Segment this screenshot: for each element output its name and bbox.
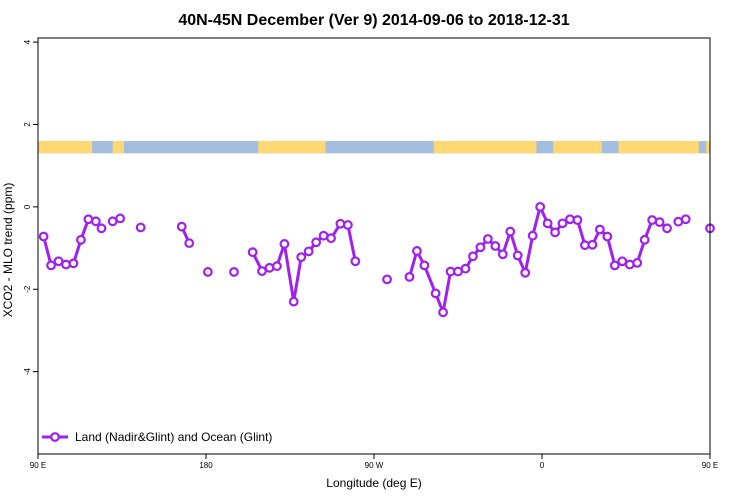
- data-point: [609, 260, 620, 271]
- land-band-segment: [706, 140, 710, 154]
- land-band-segment: [258, 140, 326, 154]
- data-point: [53, 256, 64, 267]
- x-tick-label: 180: [199, 461, 213, 470]
- data-point: [662, 223, 672, 234]
- data-point: [229, 267, 239, 277]
- data-point: [468, 251, 478, 262]
- y-tick-label: -4: [23, 368, 32, 376]
- data-point: [654, 217, 665, 228]
- data-point: [557, 218, 568, 229]
- data-point: [624, 259, 635, 270]
- data-point: [303, 246, 314, 257]
- legend-marker-swatch: [50, 432, 60, 442]
- data-point: [404, 271, 415, 282]
- data-point: [176, 221, 187, 232]
- y-tick-label: 4: [23, 39, 32, 44]
- data-point: [76, 234, 86, 245]
- data-point: [572, 215, 583, 225]
- data-point: [497, 249, 508, 260]
- data-point: [482, 234, 493, 244]
- x-tick-label: 90 E: [702, 461, 718, 470]
- data-point: [288, 296, 299, 307]
- data-point: [279, 239, 290, 249]
- data-point: [350, 256, 361, 267]
- data-point: [184, 238, 195, 249]
- data-point: [594, 224, 605, 235]
- data-point: [90, 216, 101, 227]
- data-point: [202, 267, 213, 277]
- data-point: [602, 231, 613, 242]
- data-point: [617, 256, 628, 267]
- data-point: [68, 258, 79, 269]
- y-tick-label: -2: [23, 285, 32, 293]
- data-point: [535, 201, 546, 212]
- data-point: [680, 214, 691, 225]
- y-tick-label: 0: [23, 204, 32, 209]
- data-point: [430, 288, 441, 299]
- series-line: [408, 205, 669, 314]
- data-point: [412, 246, 422, 256]
- land-band-segment: [38, 140, 93, 154]
- data-point: [342, 220, 353, 230]
- legend-label: Land (Nadir&Glint) and Ocean (Glint): [75, 430, 272, 444]
- data-point: [115, 213, 126, 224]
- data-point: [311, 237, 322, 248]
- data-point: [257, 266, 267, 277]
- data-point: [460, 263, 471, 274]
- data-point: [475, 242, 486, 253]
- land-band-segment: [618, 140, 699, 154]
- data-point: [382, 274, 392, 285]
- data-point: [272, 261, 282, 272]
- ocean-band: [38, 140, 710, 154]
- data-point: [527, 230, 538, 241]
- data-point: [512, 250, 523, 261]
- y-axis: 4 2 0 -2 -4: [23, 39, 38, 375]
- data-point: [61, 259, 71, 270]
- data-point: [96, 223, 107, 234]
- x-tick-label: 90 W: [365, 461, 384, 470]
- data-point: [38, 231, 49, 242]
- data-point: [520, 267, 531, 278]
- y-tick-label: 2: [23, 122, 32, 127]
- land-band-segment: [112, 140, 124, 154]
- data-point: [438, 307, 448, 318]
- data-point: [550, 227, 560, 238]
- series-line: [251, 222, 357, 304]
- data-point: [296, 252, 307, 263]
- data-point: [490, 241, 501, 251]
- x-axis: 90 E 180 90 W 0 90 E: [30, 454, 718, 470]
- y-axis-label: XCO2 - MLO trend (ppm): [1, 183, 15, 318]
- data-point: [505, 226, 516, 237]
- x-axis-label: Longitude (deg E): [326, 476, 421, 490]
- land-band-segment: [553, 140, 602, 154]
- land-band-segment: [433, 140, 537, 154]
- data-point: [46, 260, 56, 271]
- x-tick-label: 0: [540, 461, 545, 470]
- data-point: [264, 262, 275, 273]
- data-point: [587, 239, 598, 250]
- chart-title: 40N-45N December (Ver 9) 2014-09-06 to 2…: [178, 12, 569, 29]
- data-point: [639, 234, 650, 245]
- series-line: [42, 217, 103, 267]
- data-point: [542, 218, 553, 229]
- data-point: [135, 222, 146, 233]
- data-point: [419, 260, 430, 271]
- data-point: [632, 257, 643, 268]
- x-tick-label: 90 E: [30, 461, 46, 470]
- data-point: [326, 233, 336, 244]
- data-point: [335, 218, 346, 229]
- series-points: [38, 201, 715, 318]
- legend: Land (Nadir&Glint) and Ocean (Glint): [42, 430, 272, 444]
- land-ocean-band: [38, 140, 710, 154]
- data-point: [247, 247, 258, 258]
